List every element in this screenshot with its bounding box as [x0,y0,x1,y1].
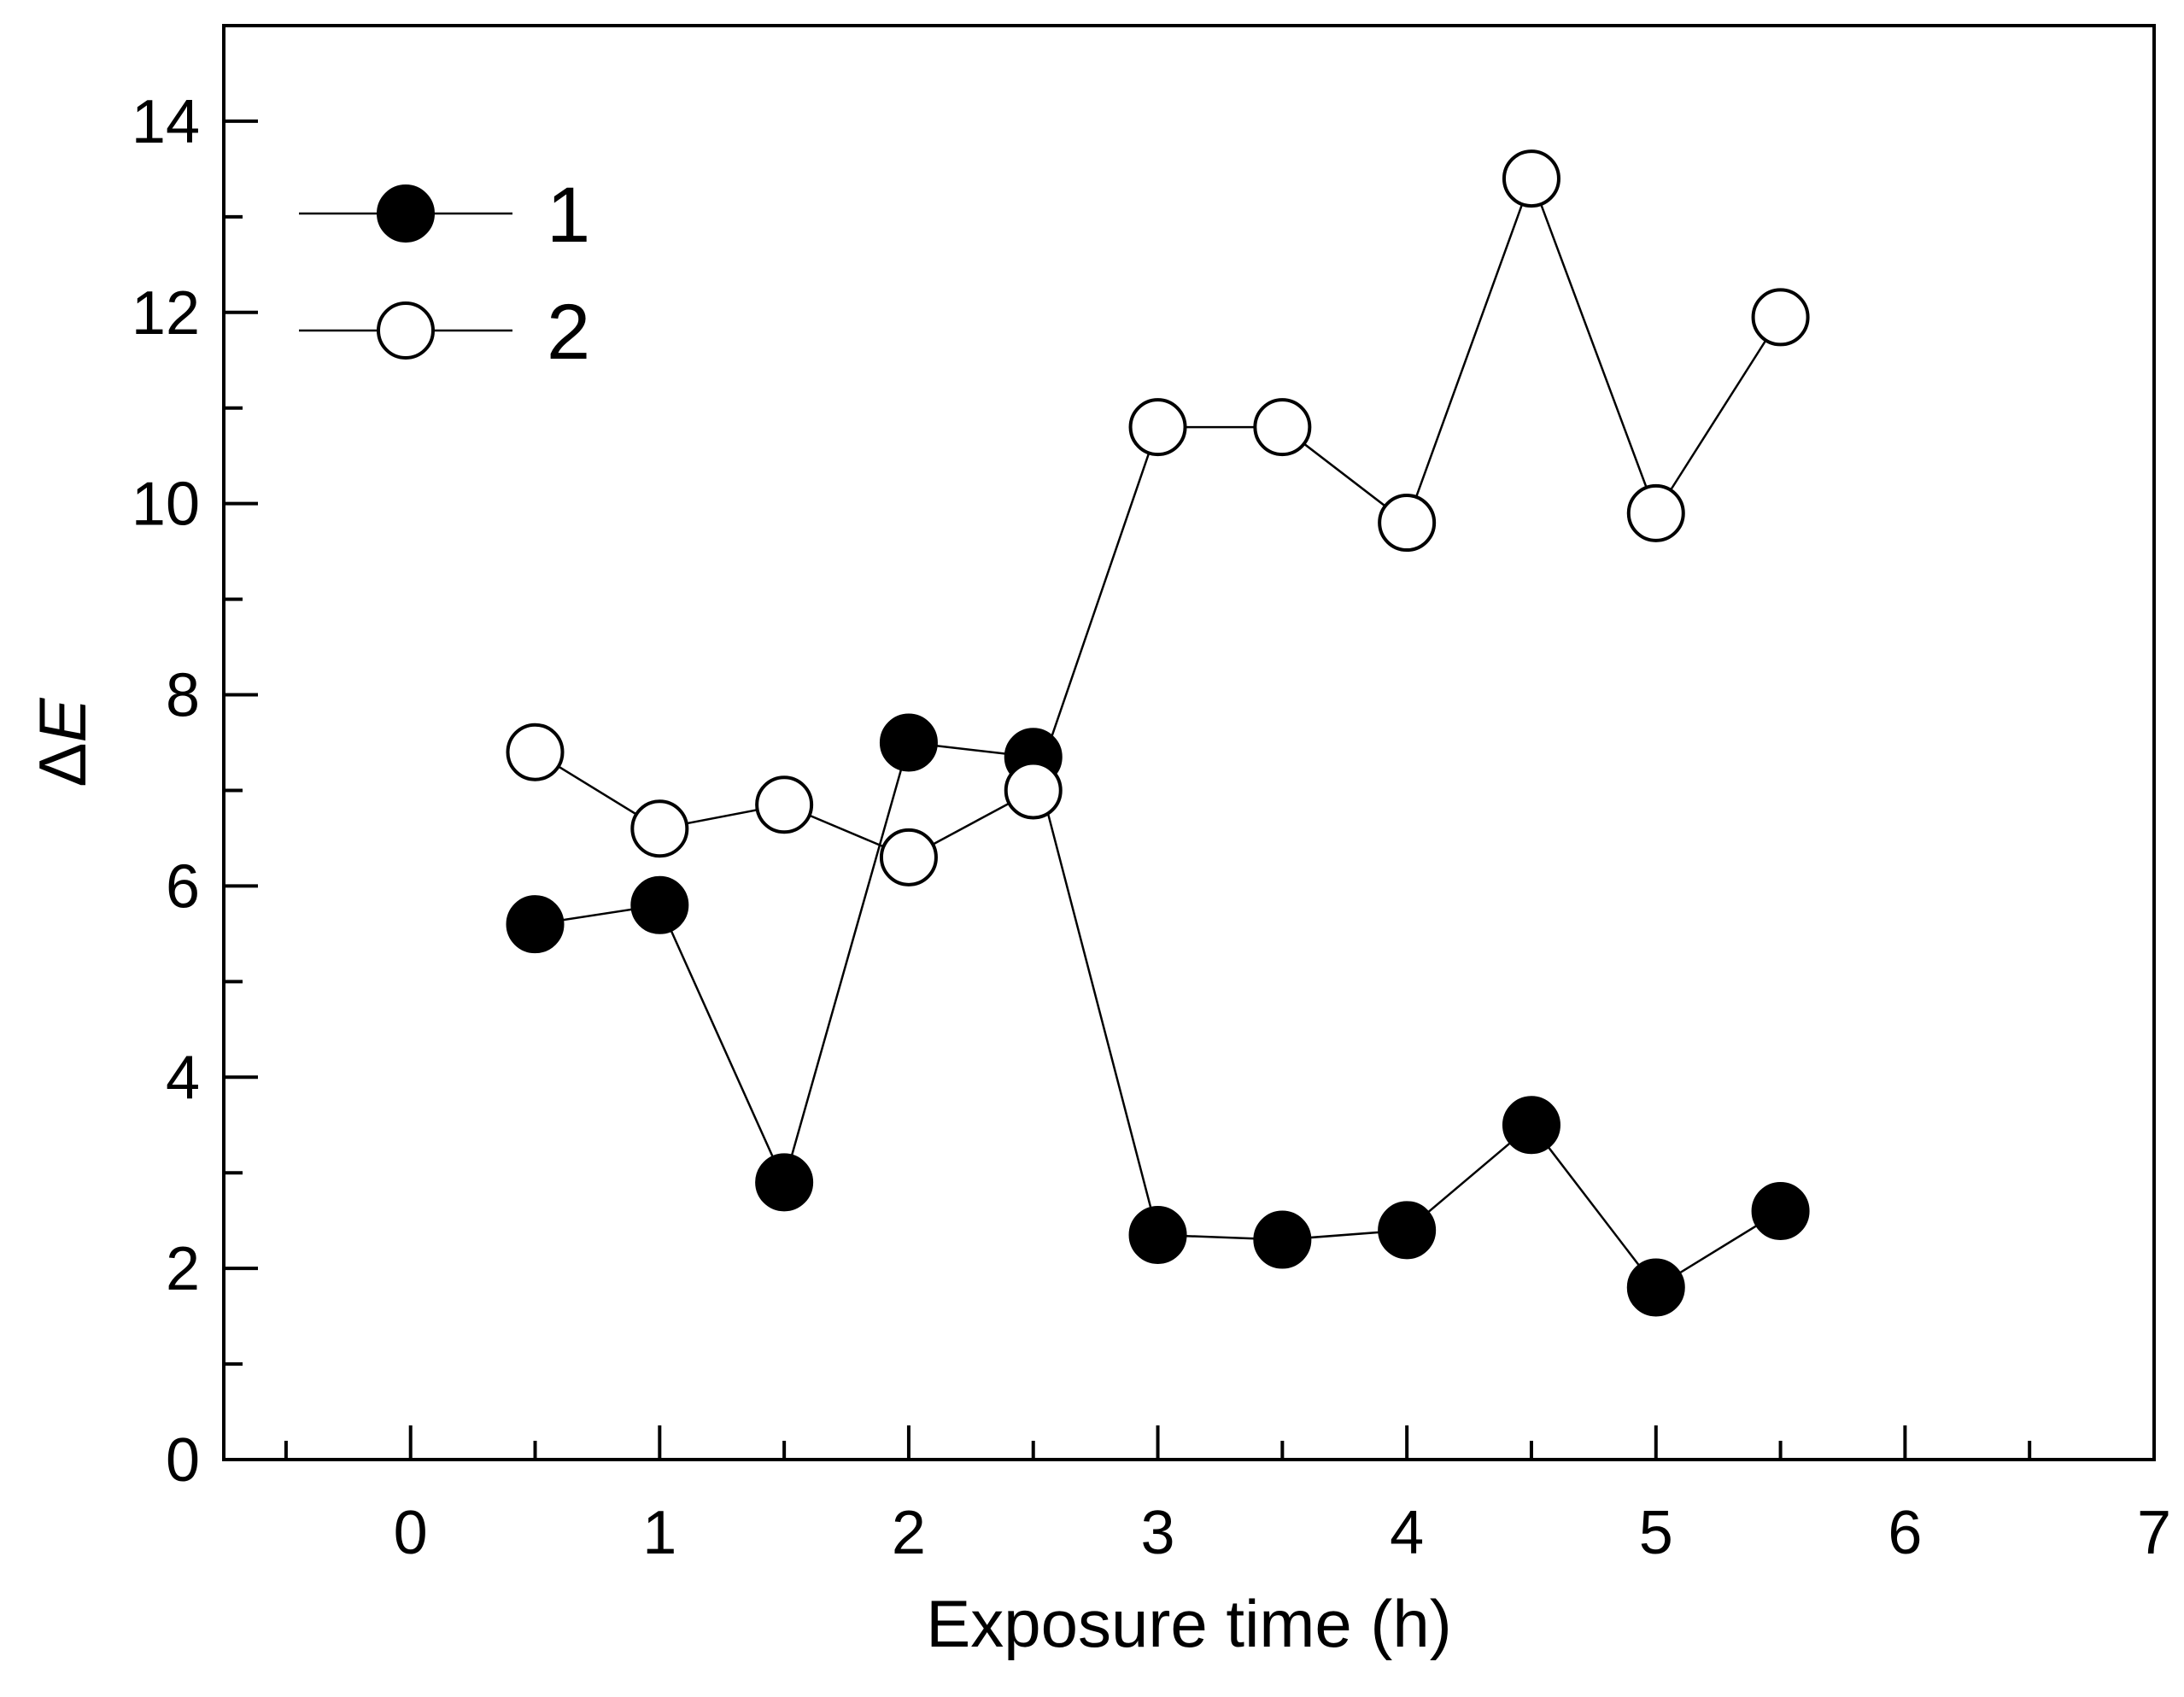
series-1-point [1253,1210,1312,1269]
x-tick-label: 2 [892,1499,926,1567]
series-1-point [506,895,565,954]
series-1-point [1751,1181,1810,1240]
y-axis-title-variable: E [25,697,100,742]
x-tick-label: 7 [2137,1499,2171,1567]
series-1-point [1128,1205,1187,1264]
series-1-point [1626,1258,1685,1317]
y-tick-label: 8 [166,662,200,730]
series-1-point [879,713,938,772]
y-axis-title-symbol: Δ [25,742,100,787]
x-tick-label: 1 [642,1499,676,1567]
y-tick-label: 12 [132,279,200,348]
series-2-point [1502,149,1560,208]
series-2-point [755,775,814,834]
y-axis-title: ΔE [25,697,100,787]
series-1-point [1502,1096,1560,1155]
series-2-point [1004,761,1063,820]
series-2-point [1378,494,1437,553]
x-tick-label: 0 [394,1499,428,1567]
y-tick-label: 6 [166,852,200,921]
series-2-point [506,723,565,781]
y-tick-label: 14 [132,88,200,156]
series-1-point [630,875,689,934]
x-tick-label: 6 [1888,1499,1922,1567]
y-tick-label: 4 [166,1044,200,1112]
series-2-point [630,799,689,858]
x-tick-label: 4 [1390,1499,1424,1567]
x-tick-label: 3 [1141,1499,1175,1567]
series-2-point [1128,398,1187,457]
series-2-point [1626,483,1685,542]
series-layer [506,149,1810,1317]
series-2-point [1253,398,1312,457]
y-tick-label: 0 [166,1426,200,1495]
legend-label-2: 2 [547,289,590,376]
y-tick-label: 2 [166,1235,200,1303]
series-1-point [755,1153,814,1212]
x-tick-label: 5 [1639,1499,1673,1567]
plot-border [222,24,2156,1461]
series-2-point [1751,288,1810,347]
legend-marker-2 [377,301,435,360]
axis-ticks [224,24,2156,1461]
x-axis-title: Exposure time (h) [926,1586,1452,1661]
legend-marker-1 [377,184,435,243]
series-2-point [879,828,938,887]
plot-frame [222,24,2156,1461]
legend-label-1: 1 [547,172,590,259]
legend: 12 [299,172,590,376]
y-tick-label: 10 [132,471,200,539]
series-1-point [1378,1201,1437,1260]
